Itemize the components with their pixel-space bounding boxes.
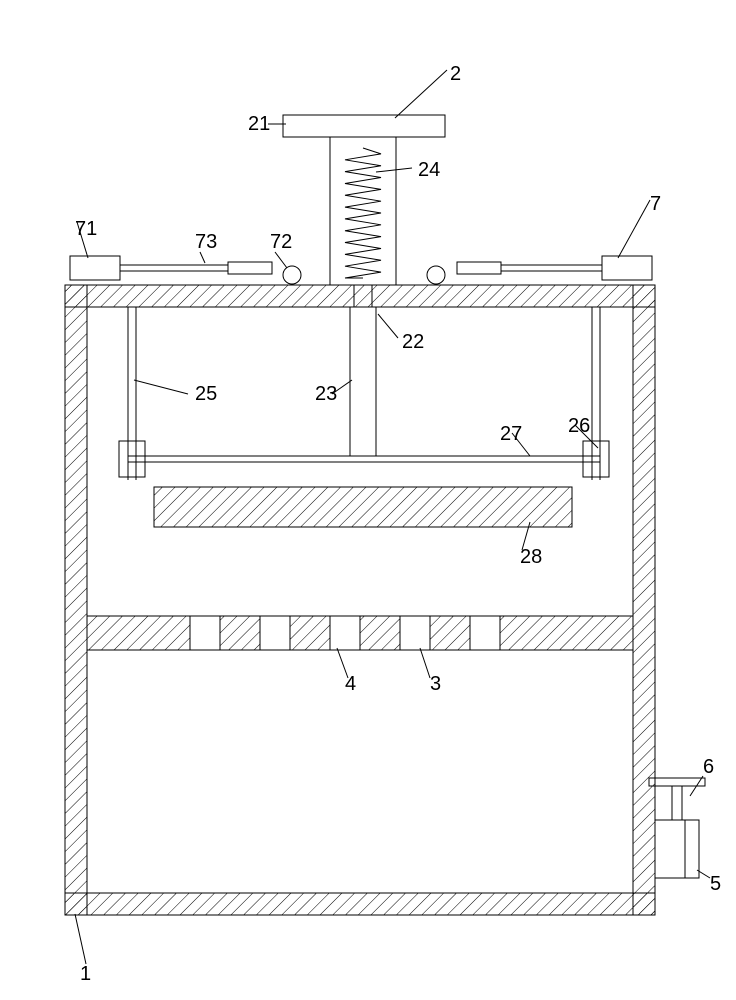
leader-73 (200, 252, 205, 263)
pulley (283, 266, 301, 284)
label-25: 25 (195, 383, 217, 405)
press-plate (154, 487, 572, 527)
label-23: 23 (315, 383, 337, 405)
outlet-cap (649, 778, 705, 786)
label-7: 7 (650, 193, 661, 215)
label-4: 4 (345, 673, 356, 695)
label-21: 21 (248, 113, 270, 135)
leader-1 (75, 914, 86, 964)
filter-segment (360, 616, 400, 650)
cylinder-body (70, 256, 120, 280)
label-3: 3 (430, 673, 441, 695)
outer-wall-bottom (65, 893, 655, 915)
outlet-pipe (672, 786, 682, 820)
label-73: 73 (195, 231, 217, 253)
label-1: 1 (80, 963, 91, 985)
rod (350, 307, 376, 456)
piston-rod (501, 265, 602, 271)
label-22: 22 (402, 331, 424, 353)
leader-2 (395, 70, 447, 118)
leader-3 (420, 648, 430, 678)
top-plate (283, 115, 445, 137)
filter-segment (290, 616, 330, 650)
outer-wall-right (633, 285, 655, 915)
outer-wall-left (65, 285, 87, 915)
label-72: 72 (270, 231, 292, 253)
label-71: 71 (75, 218, 97, 240)
leader-25 (134, 380, 188, 394)
spring (345, 148, 381, 278)
piston-tip (228, 262, 272, 274)
label-28: 28 (520, 546, 542, 568)
leader-72 (275, 252, 287, 268)
filter-segment (220, 616, 260, 650)
leader-7 (618, 200, 650, 258)
filter-segment (500, 616, 633, 650)
cross-bar (128, 456, 600, 462)
leader-22 (378, 314, 398, 338)
outer-wall-top (65, 285, 655, 307)
label-5: 5 (710, 873, 721, 895)
pulley (427, 266, 445, 284)
label-2: 2 (450, 63, 461, 85)
outlet-body (655, 820, 699, 878)
label-24: 24 (418, 159, 440, 181)
label-6: 6 (703, 756, 714, 778)
label-26: 26 (568, 415, 590, 437)
cylinder-body (602, 256, 652, 280)
piston-tip (457, 262, 501, 274)
filter-segment (430, 616, 470, 650)
leader-24 (376, 168, 412, 172)
label-27: 27 (500, 423, 522, 445)
filter-segment (87, 616, 190, 650)
column-cap-left (119, 441, 145, 477)
piston-rod (120, 265, 228, 271)
